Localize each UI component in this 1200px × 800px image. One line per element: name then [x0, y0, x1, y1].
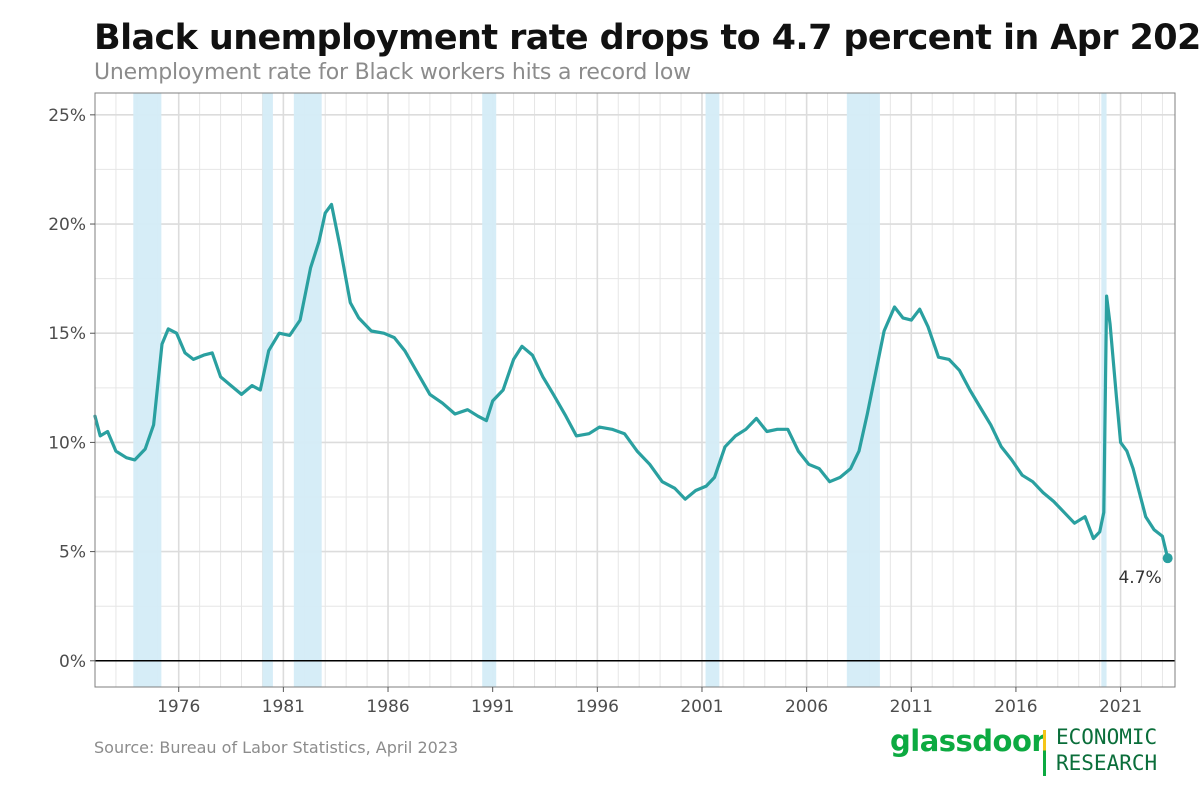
y-tick-label: 0%	[59, 652, 86, 672]
source-note: Source: Bureau of Labor Statistics, Apri…	[94, 738, 459, 757]
last-point-marker	[1162, 553, 1173, 564]
x-tick-label: 2006	[785, 697, 828, 717]
x-axis: 1976 1981 1986 1991 1996 2001 2006 2011 2016 2021	[157, 687, 1142, 717]
logo-divider	[1043, 730, 1046, 776]
unemployment-series	[93, 202, 1170, 560]
y-tick-label: 20%	[48, 215, 86, 235]
x-tick-label: 2001	[680, 697, 723, 717]
chart-title: Black unemployment rate drops to 4.7 per…	[94, 18, 1200, 58]
y-tick-label: 10%	[48, 433, 86, 453]
recession-band	[293, 93, 322, 687]
recession-band	[482, 93, 497, 687]
x-tick-label: 1996	[576, 697, 619, 717]
latest-value-label: 4.7%	[1118, 568, 1161, 588]
plot-border	[94, 92, 1176, 688]
chart-subtitle: Unemployment rate for Black workers hits…	[94, 60, 691, 85]
x-tick-label: 1986	[366, 697, 409, 717]
recession-band	[262, 93, 273, 687]
annotations: 4.7%	[1118, 553, 1173, 588]
y-tick-label: 5%	[59, 543, 86, 563]
glassdoor-wordmark: glassdoor	[890, 724, 1046, 758]
y-tick-label: 15%	[48, 324, 86, 344]
x-tick-label: 2016	[994, 697, 1037, 717]
x-tick-label: 2021	[1099, 697, 1142, 717]
series-line	[93, 202, 1170, 560]
recession-band	[846, 93, 880, 687]
logo-line-economic: ECONOMIC	[1056, 725, 1158, 749]
x-tick-label: 1976	[157, 697, 200, 717]
x-tick-label: 1981	[262, 697, 305, 717]
recession-band	[705, 93, 720, 687]
x-tick-label: 1991	[471, 697, 514, 717]
plot-frame	[94, 92, 1176, 688]
x-tick-label: 2011	[890, 697, 933, 717]
recession-bands	[133, 93, 1107, 687]
logo-line-research: RESEARCH	[1056, 751, 1158, 775]
y-axis: 0% 5% 10% 15% 20% 25%	[48, 106, 95, 672]
economic-research-wordmark: ECONOMIC RESEARCH	[1056, 724, 1157, 776]
y-tick-label: 25%	[48, 106, 86, 126]
